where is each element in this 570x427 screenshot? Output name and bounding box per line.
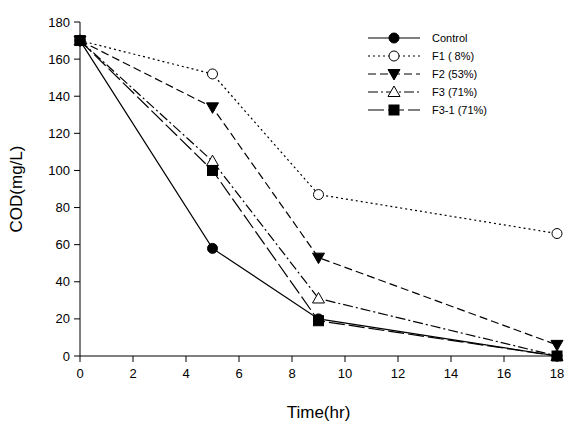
data-point — [74, 36, 86, 47]
y-tick-label: 140 — [48, 89, 70, 104]
series-line — [80, 41, 557, 356]
y-tick — [74, 59, 80, 60]
legend-label: F3 (71%) — [432, 86, 477, 98]
legend-marker — [388, 70, 400, 81]
x-tick-label: 4 — [182, 366, 189, 381]
series-line — [80, 41, 557, 345]
y-tick — [74, 356, 80, 357]
x-tick — [345, 356, 346, 362]
x-tick-label: 18 — [550, 366, 564, 381]
y-tick-label: 40 — [56, 274, 70, 289]
plot-area — [74, 35, 563, 361]
y-axis — [80, 22, 81, 356]
legend-marker — [389, 51, 399, 61]
data-point — [551, 350, 563, 361]
data-point — [75, 36, 85, 46]
y-tick-label: 80 — [56, 200, 70, 215]
x-axis-title: Time(hr) — [287, 403, 351, 422]
legend-marker — [389, 105, 399, 115]
x-tick — [239, 356, 240, 362]
y-tick — [74, 318, 80, 319]
data-point — [552, 351, 562, 361]
data-point — [75, 36, 85, 46]
y-tick — [74, 244, 80, 245]
y-tick — [74, 22, 80, 23]
x-tick — [133, 356, 134, 362]
data-point — [314, 316, 324, 326]
y-axis-title: COD(mg/L) — [7, 146, 26, 233]
y-tick-label: 60 — [56, 237, 70, 252]
y-tick — [74, 170, 80, 171]
x-tick-label: 10 — [338, 366, 352, 381]
x-tick-label: 16 — [497, 366, 511, 381]
data-point — [552, 351, 562, 361]
y-tick-label: 120 — [48, 126, 70, 141]
series-line — [80, 41, 557, 356]
data-point — [75, 36, 85, 46]
legend-label: F2 (53%) — [432, 68, 477, 80]
x-tick — [80, 356, 81, 362]
y-tick-label: 100 — [48, 163, 70, 178]
x-tick-label: 2 — [129, 366, 136, 381]
legend: Control F1 ( 8%) F2 (53%) F3 (71%) F3-1 (71%… — [368, 32, 487, 116]
legend-label: F3-1 (71%) — [432, 104, 487, 116]
x-tick — [292, 356, 293, 362]
y-tick-label: 180 — [48, 15, 70, 30]
x-tick — [451, 356, 452, 362]
data-point — [314, 190, 324, 200]
x-tick-label: 0 — [76, 366, 83, 381]
x-tick — [504, 356, 505, 362]
x-tick-label: 14 — [444, 366, 458, 381]
data-point — [207, 103, 219, 114]
legend-label: Control — [432, 32, 467, 44]
y-tick-label: 0 — [63, 349, 70, 364]
y-tick — [74, 96, 80, 97]
x-tick-label: 8 — [288, 366, 295, 381]
series-line — [80, 41, 557, 234]
y-tick-label: 20 — [56, 311, 70, 326]
data-point — [207, 155, 219, 166]
data-point — [313, 292, 325, 303]
data-point — [552, 229, 562, 239]
data-point — [208, 243, 218, 253]
legend-marker — [388, 86, 400, 97]
data-point — [208, 69, 218, 79]
series-line — [80, 41, 557, 356]
x-tick — [186, 356, 187, 362]
data-point — [208, 165, 218, 175]
y-tick-label: 160 — [48, 52, 70, 67]
x-tick-label: 12 — [391, 366, 405, 381]
y-tick — [74, 133, 80, 134]
data-point — [313, 253, 325, 264]
y-tick — [74, 281, 80, 282]
data-point — [74, 35, 86, 46]
legend-marker — [389, 33, 399, 43]
legend-label: F1 ( 8%) — [432, 50, 474, 62]
x-tick — [398, 356, 399, 362]
x-axis — [80, 356, 557, 357]
x-tick-label: 6 — [235, 366, 242, 381]
y-tick — [74, 207, 80, 208]
chart: 024681012141618020406080100120140160180T… — [0, 0, 570, 427]
